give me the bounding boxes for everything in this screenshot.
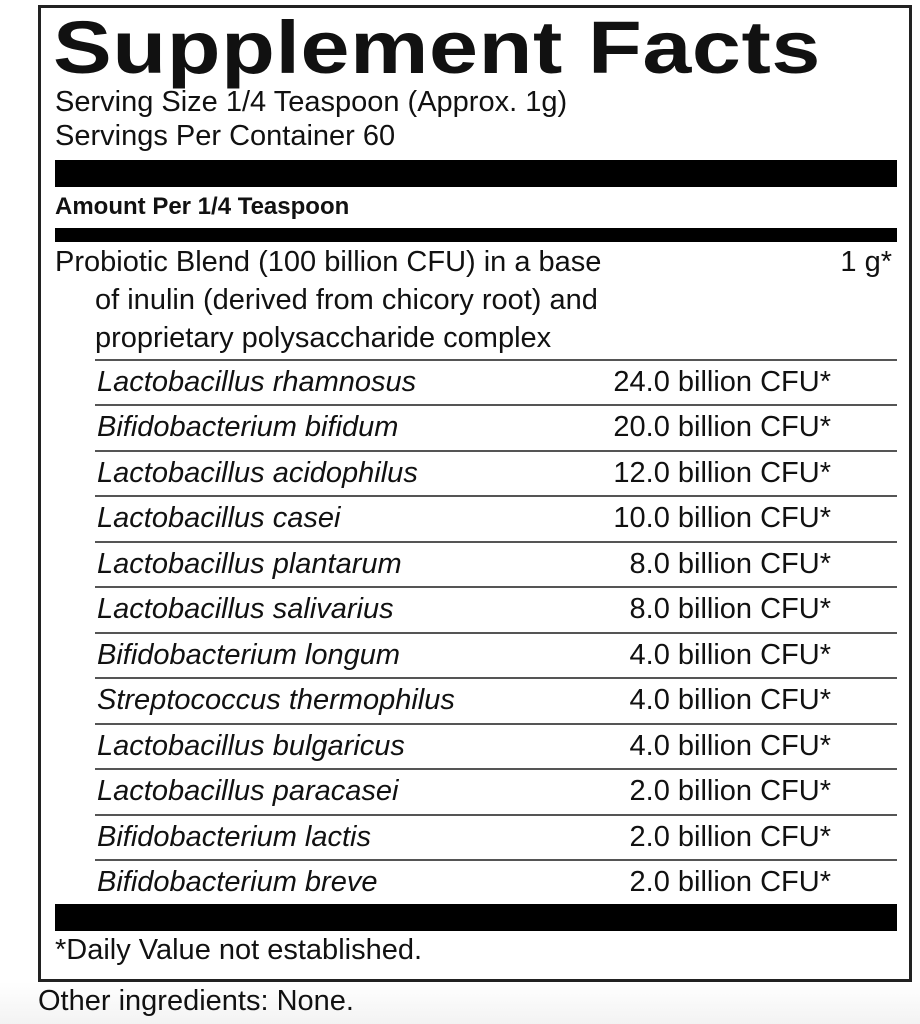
- panel-title: Supplement Facts: [53, 6, 821, 89]
- blend-amount: 1 g*: [840, 246, 892, 278]
- row-divider: [95, 813, 897, 816]
- blend-line: Probiotic Blend (100 billion CFU) in a b…: [55, 246, 602, 278]
- ingredient-name: Lactobacillus acidophilus: [97, 456, 418, 489]
- ingredient-name: Lactobacillus paracasei: [97, 775, 399, 808]
- ingredient-amount: 8.0 billion CFU*: [629, 547, 831, 580]
- ingredient-amount: 4.0 billion CFU*: [629, 638, 831, 671]
- ingredient-amount: 4.0 billion CFU*: [629, 684, 831, 717]
- other-ingredients: Other ingredients: None.: [38, 985, 354, 1017]
- row-divider: [95, 449, 897, 452]
- medium-divider: [55, 228, 897, 242]
- background-fade: [0, 982, 920, 1024]
- row-divider: [95, 768, 897, 771]
- row-divider: [95, 722, 897, 725]
- ingredient-name: Lactobacillus rhamnosus: [97, 366, 417, 398]
- supplement-facts-panel: [38, 5, 912, 982]
- row-divider: [95, 495, 897, 498]
- ingredient-name: Bifidobacterium breve: [97, 865, 378, 898]
- ingredient-name: Bifidobacterium bifidum: [97, 411, 399, 444]
- ingredient-amount: 10.0 billion CFU*: [613, 502, 831, 535]
- ingredient-name: Bifidobacterium longum: [97, 638, 401, 671]
- ingredient-name: Lactobacillus casei: [97, 502, 341, 535]
- ingredient-amount: 2.0 billion CFU*: [629, 820, 831, 853]
- ingredient-name: Lactobacillus bulgaricus: [97, 729, 405, 762]
- footnote: *Daily Value not established.: [55, 934, 423, 966]
- blend-line: proprietary polysaccharide complex: [95, 322, 552, 354]
- row-divider: [95, 404, 897, 407]
- ingredient-name: Lactobacillus salivarius: [97, 593, 394, 626]
- row-divider: [95, 631, 897, 634]
- ingredient-amount: 8.0 billion CFU*: [629, 593, 831, 626]
- ingredient-name: Streptococcus thermophilus: [97, 684, 455, 717]
- ingredient-amount: 2.0 billion CFU*: [629, 865, 831, 898]
- ingredient-amount: 2.0 billion CFU*: [629, 775, 831, 808]
- ingredient-amount: 24.0 billion CFU*: [613, 366, 831, 398]
- ingredient-amount: 4.0 billion CFU*: [629, 729, 831, 762]
- row-divider: [95, 677, 897, 680]
- thick-divider: [55, 160, 897, 187]
- servings-per-container: Servings Per Container 60: [55, 120, 396, 152]
- amount-header: Amount Per 1/4 Teaspoon: [55, 193, 350, 220]
- serving-size: Serving Size 1/4 Teaspoon (Approx. 1g): [55, 86, 568, 118]
- ingredient-name: Lactobacillus plantarum: [97, 547, 402, 580]
- ingredient-name: Bifidobacterium lactis: [97, 820, 371, 853]
- ingredient-amount: 20.0 billion CFU*: [613, 411, 831, 444]
- row-divider: [95, 540, 897, 543]
- blend-line: of inulin (derived from chicory root) an…: [95, 284, 598, 316]
- row-divider: [95, 586, 897, 589]
- row-divider: [95, 359, 897, 361]
- ingredient-amount: 12.0 billion CFU*: [613, 456, 831, 489]
- thick-divider: [55, 904, 897, 931]
- row-divider: [95, 858, 897, 861]
